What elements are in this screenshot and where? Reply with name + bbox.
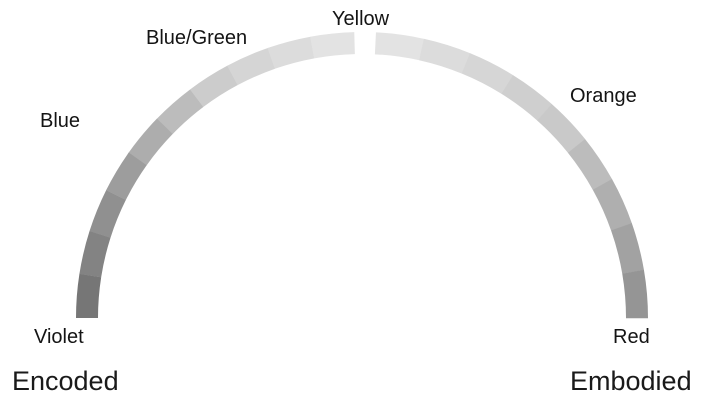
arc-segment bbox=[592, 179, 632, 231]
label-blue-green: Blue/Green bbox=[146, 27, 248, 49]
arc-segment bbox=[128, 118, 174, 166]
arc-segment bbox=[156, 89, 204, 135]
arc-segment bbox=[567, 138, 613, 191]
label-blue: Blue bbox=[40, 110, 81, 132]
arc-right-half bbox=[374, 32, 649, 319]
label-embodied: Embodied bbox=[570, 366, 692, 396]
arc-segment bbox=[310, 32, 356, 59]
arc-segment bbox=[418, 38, 471, 74]
arc-segment bbox=[374, 32, 425, 61]
label-red: Red bbox=[613, 326, 650, 348]
arc-segment bbox=[89, 190, 126, 238]
arc-segment bbox=[75, 273, 102, 319]
arc-left-half bbox=[75, 32, 356, 319]
arc-segment bbox=[622, 269, 649, 319]
arc-segment bbox=[227, 47, 276, 86]
label-orange: Orange bbox=[570, 85, 637, 107]
arc-segment bbox=[190, 65, 238, 108]
arc-segment bbox=[79, 230, 111, 278]
label-yellow: Yellow bbox=[332, 8, 390, 30]
arc-segment bbox=[267, 36, 315, 69]
arc-segment bbox=[106, 152, 147, 201]
label-violet: Violet bbox=[34, 326, 84, 348]
arc-segment bbox=[610, 223, 644, 274]
arc-segment bbox=[536, 103, 586, 154]
arc-segment bbox=[501, 75, 552, 121]
arc-segment bbox=[461, 53, 514, 95]
label-encoded: Encoded bbox=[12, 366, 119, 396]
